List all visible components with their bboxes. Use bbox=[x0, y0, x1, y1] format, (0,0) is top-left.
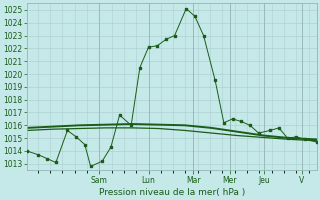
X-axis label: Pression niveau de la mer( hPa ): Pression niveau de la mer( hPa ) bbox=[99, 188, 245, 197]
